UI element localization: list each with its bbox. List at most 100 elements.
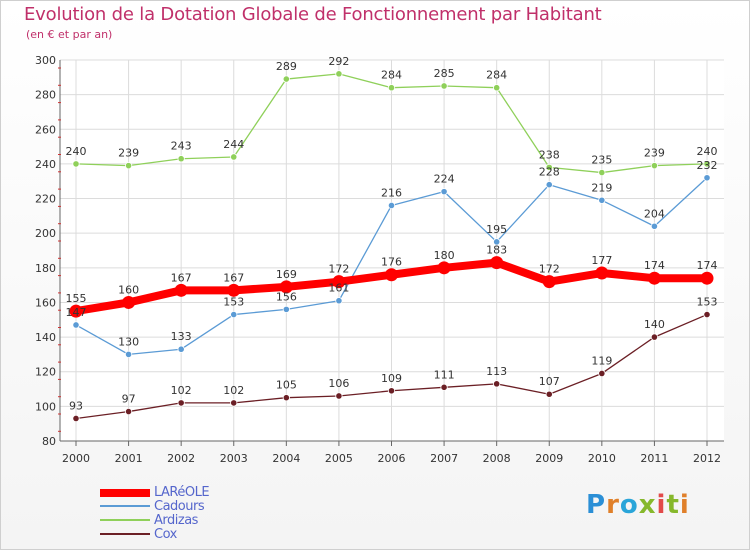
data-point-lareole (69, 304, 83, 318)
data-label-lareole: 177 (591, 254, 612, 267)
data-label-cadours: 130 (118, 335, 139, 348)
data-label-lareole: 160 (118, 283, 139, 296)
data-point-cox (440, 383, 448, 391)
data-point-ardizas (493, 84, 501, 92)
data-label-cadours: 219 (591, 181, 612, 194)
x-tick-label: 2007 (430, 452, 458, 465)
data-point-cox (177, 399, 185, 407)
data-point-cadours (72, 321, 80, 329)
data-point-lareole (595, 266, 609, 280)
x-tick-label: 2002 (167, 452, 195, 465)
legend-swatch-lareole (100, 489, 150, 497)
data-label-lareole: 172 (328, 263, 349, 276)
y-tick-label: 80 (42, 435, 56, 448)
data-point-cadours (650, 222, 659, 230)
data-label-cox: 140 (644, 318, 665, 331)
data-label-cox: 102 (223, 384, 244, 397)
legend-swatch-cox (100, 533, 150, 535)
x-tick-label: 2001 (115, 452, 143, 465)
data-point-lareole (332, 275, 346, 289)
x-tick-label: 2011 (640, 452, 668, 465)
y-tick-label: 180 (35, 262, 56, 275)
data-label-cadours: 133 (171, 330, 192, 343)
data-label-ardizas: 289 (276, 60, 297, 73)
data-label-ardizas: 235 (591, 154, 612, 167)
data-label-cadours: 224 (434, 173, 455, 186)
data-label-lareole: 183 (486, 244, 507, 257)
data-point-ardizas (230, 153, 238, 161)
data-point-ardizas (703, 160, 711, 168)
x-tick-label: 2012 (693, 452, 721, 465)
data-point-cadours (387, 201, 396, 210)
data-label-cadours: 156 (276, 290, 297, 303)
data-point-ardizas (598, 168, 606, 177)
data-label-ardizas: 285 (434, 67, 455, 80)
data-label-lareole: 167 (223, 271, 244, 284)
data-point-cox (650, 333, 659, 341)
data-point-cadours (177, 345, 185, 353)
data-point-cox (72, 414, 80, 423)
data-label-ardizas: 238 (539, 148, 560, 161)
data-point-cadours (124, 350, 133, 359)
y-tick-label: 300 (35, 54, 56, 67)
data-label-cox: 111 (434, 368, 455, 381)
data-label-lareole: 176 (381, 256, 402, 269)
x-tick-label: 2005 (325, 452, 353, 465)
data-label-lareole: 169 (276, 268, 297, 281)
y-tick-label: 260 (35, 123, 56, 136)
x-tick-label: 2006 (378, 452, 406, 465)
data-point-lareole (437, 261, 451, 275)
proxiti-logo[interactable]: Proxiti (586, 490, 690, 520)
data-label-lareole: 174 (697, 259, 718, 272)
data-label-cox: 119 (591, 354, 612, 367)
data-point-ardizas (440, 82, 448, 90)
data-point-ardizas (72, 160, 80, 168)
data-point-cadours (703, 174, 711, 182)
data-label-cox: 153 (697, 296, 718, 309)
legend-label-ardizas: Ardizas (154, 513, 198, 528)
data-label-cadours: 147 (66, 306, 87, 319)
data-label-ardizas: 239 (118, 147, 139, 160)
data-point-lareole (542, 275, 556, 289)
chart-title: Evolution de la Dotation Globale de Fonc… (24, 4, 602, 25)
data-point-ardizas (124, 162, 133, 170)
x-tick-label: 2008 (483, 452, 511, 465)
data-point-lareole (490, 256, 504, 270)
data-point-cox (493, 380, 501, 388)
data-label-cadours: 161 (328, 282, 349, 295)
data-label-lareole: 180 (434, 249, 455, 262)
data-point-cox (282, 394, 290, 402)
data-point-lareole (227, 283, 241, 297)
data-point-ardizas (282, 75, 290, 83)
x-tick-label: 2009 (535, 452, 563, 465)
data-label-cox: 102 (171, 384, 192, 397)
data-point-lareole (385, 268, 398, 282)
data-label-cox: 93 (69, 399, 83, 412)
data-point-cox (124, 407, 133, 416)
data-label-lareole: 174 (644, 259, 665, 272)
legend-swatch-cadours (100, 505, 150, 507)
data-point-ardizas (177, 155, 185, 163)
data-label-ardizas: 240 (66, 145, 87, 158)
data-point-lareole (122, 295, 136, 309)
data-point-lareole (700, 271, 714, 285)
y-tick-label: 100 (35, 400, 56, 413)
data-point-cox (545, 390, 553, 398)
data-point-cadours (282, 305, 290, 313)
data-point-cadours (545, 181, 553, 189)
data-label-cox: 106 (328, 377, 349, 390)
data-label-ardizas: 284 (381, 69, 402, 82)
legend-label-cadours: Cadours (154, 499, 205, 514)
legend-label-cox: Cox (154, 527, 177, 542)
data-point-lareole (174, 283, 188, 297)
data-label-ardizas: 240 (697, 145, 718, 158)
data-label-cox: 105 (276, 379, 297, 392)
data-label-cadours: 153 (223, 296, 244, 309)
data-point-cox (335, 392, 343, 400)
data-point-cadours (335, 297, 343, 305)
data-label-cadours: 195 (486, 223, 507, 236)
y-tick-label: 160 (35, 296, 56, 309)
data-point-lareole (647, 271, 661, 285)
data-point-ardizas (387, 84, 396, 92)
